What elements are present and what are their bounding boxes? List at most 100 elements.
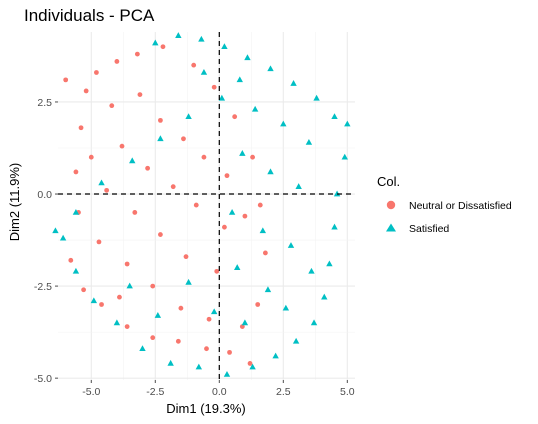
data-point xyxy=(73,169,79,175)
data-point xyxy=(255,302,261,307)
data-point xyxy=(68,257,74,263)
data-point xyxy=(90,297,98,304)
data-point xyxy=(150,335,156,341)
data-point xyxy=(267,65,274,72)
series-satisfied xyxy=(52,32,351,377)
data-point xyxy=(305,138,313,145)
data-point xyxy=(227,349,232,355)
data-point xyxy=(129,157,136,164)
data-point xyxy=(154,312,162,318)
data-point xyxy=(242,213,248,219)
data-point xyxy=(88,154,94,160)
data-point xyxy=(218,94,226,101)
data-point xyxy=(72,208,80,215)
data-point xyxy=(344,120,351,127)
data-point xyxy=(259,227,267,234)
data-point xyxy=(104,187,110,193)
data-point xyxy=(152,39,159,46)
data-point xyxy=(81,287,87,293)
data-point xyxy=(326,260,333,267)
data-point xyxy=(264,286,272,293)
data-point xyxy=(134,51,140,57)
data-point xyxy=(157,135,164,142)
data-point xyxy=(124,261,130,267)
data-point xyxy=(308,267,315,274)
data-point xyxy=(181,136,186,142)
data-point xyxy=(201,154,207,160)
data-point xyxy=(195,363,203,370)
data-point xyxy=(109,103,115,109)
x-axis-title: Dim1 (19.3%) xyxy=(166,401,245,416)
data-point xyxy=(214,268,220,274)
data-point xyxy=(257,202,263,208)
data-point xyxy=(341,153,348,160)
data-point xyxy=(94,70,99,75)
data-point xyxy=(239,324,245,330)
data-point xyxy=(331,113,338,119)
data-point xyxy=(117,294,122,300)
legend-label-satisfied: Satisfied xyxy=(409,223,449,235)
data-point xyxy=(175,32,182,38)
data-point xyxy=(167,359,174,366)
x-axis-ticks: -5.0 -2.5 0.0 2.5 5.0 xyxy=(82,380,355,398)
data-point xyxy=(272,352,279,359)
data-point xyxy=(193,202,199,208)
data-point xyxy=(119,143,125,149)
data-point xyxy=(249,363,256,370)
data-point xyxy=(232,114,238,120)
data-point xyxy=(282,304,290,311)
data-point xyxy=(198,35,205,42)
x-tick-label: -5.0 xyxy=(82,386,100,398)
data-point xyxy=(222,224,227,230)
data-point xyxy=(244,54,251,61)
y-tick-label: -2.5 xyxy=(34,281,52,293)
data-point xyxy=(191,62,197,68)
data-point xyxy=(158,117,163,123)
data-point xyxy=(223,370,231,377)
data-point xyxy=(292,337,300,344)
data-point xyxy=(247,361,253,366)
reference-lines xyxy=(58,32,355,380)
y-tick-label: 2.5 xyxy=(37,97,52,109)
data-point xyxy=(250,154,255,160)
data-point xyxy=(221,43,228,50)
data-point xyxy=(63,77,69,83)
data-point xyxy=(185,278,192,285)
data-point xyxy=(139,345,146,351)
legend-title: Col. xyxy=(377,174,400,189)
data-point xyxy=(200,69,208,75)
data-point xyxy=(137,92,143,98)
x-tick-label: 5.0 xyxy=(340,386,355,398)
y-axis-title: Dim2 (11.9%) xyxy=(7,163,22,242)
data-point xyxy=(267,168,274,175)
data-point xyxy=(280,120,287,127)
data-point xyxy=(83,88,89,94)
data-point xyxy=(150,283,156,289)
data-point xyxy=(241,319,249,326)
data-point xyxy=(331,223,338,230)
series-neutral-or-dissatisfied xyxy=(63,44,268,366)
data-point xyxy=(52,227,59,234)
data-point xyxy=(313,94,320,101)
data-point xyxy=(132,210,138,215)
x-tick-label: 0.0 xyxy=(212,386,227,398)
data-point xyxy=(72,267,80,274)
data-point xyxy=(59,234,67,241)
legend-key-satisfied xyxy=(386,223,396,232)
data-point xyxy=(124,324,130,330)
data-point xyxy=(160,44,166,50)
data-point xyxy=(239,150,246,156)
data-point xyxy=(251,105,259,112)
data-point xyxy=(98,179,105,186)
data-point xyxy=(204,346,209,352)
data-point xyxy=(114,59,120,64)
data-point xyxy=(210,308,218,315)
data-point xyxy=(145,165,151,171)
data-point xyxy=(262,250,268,256)
data-point xyxy=(158,232,163,237)
legend-label-neutral-or-dissatisfied: Neutral or Dissatisfied xyxy=(409,200,512,212)
data-point xyxy=(211,84,217,90)
data-point xyxy=(310,319,318,326)
data-point xyxy=(236,76,243,83)
